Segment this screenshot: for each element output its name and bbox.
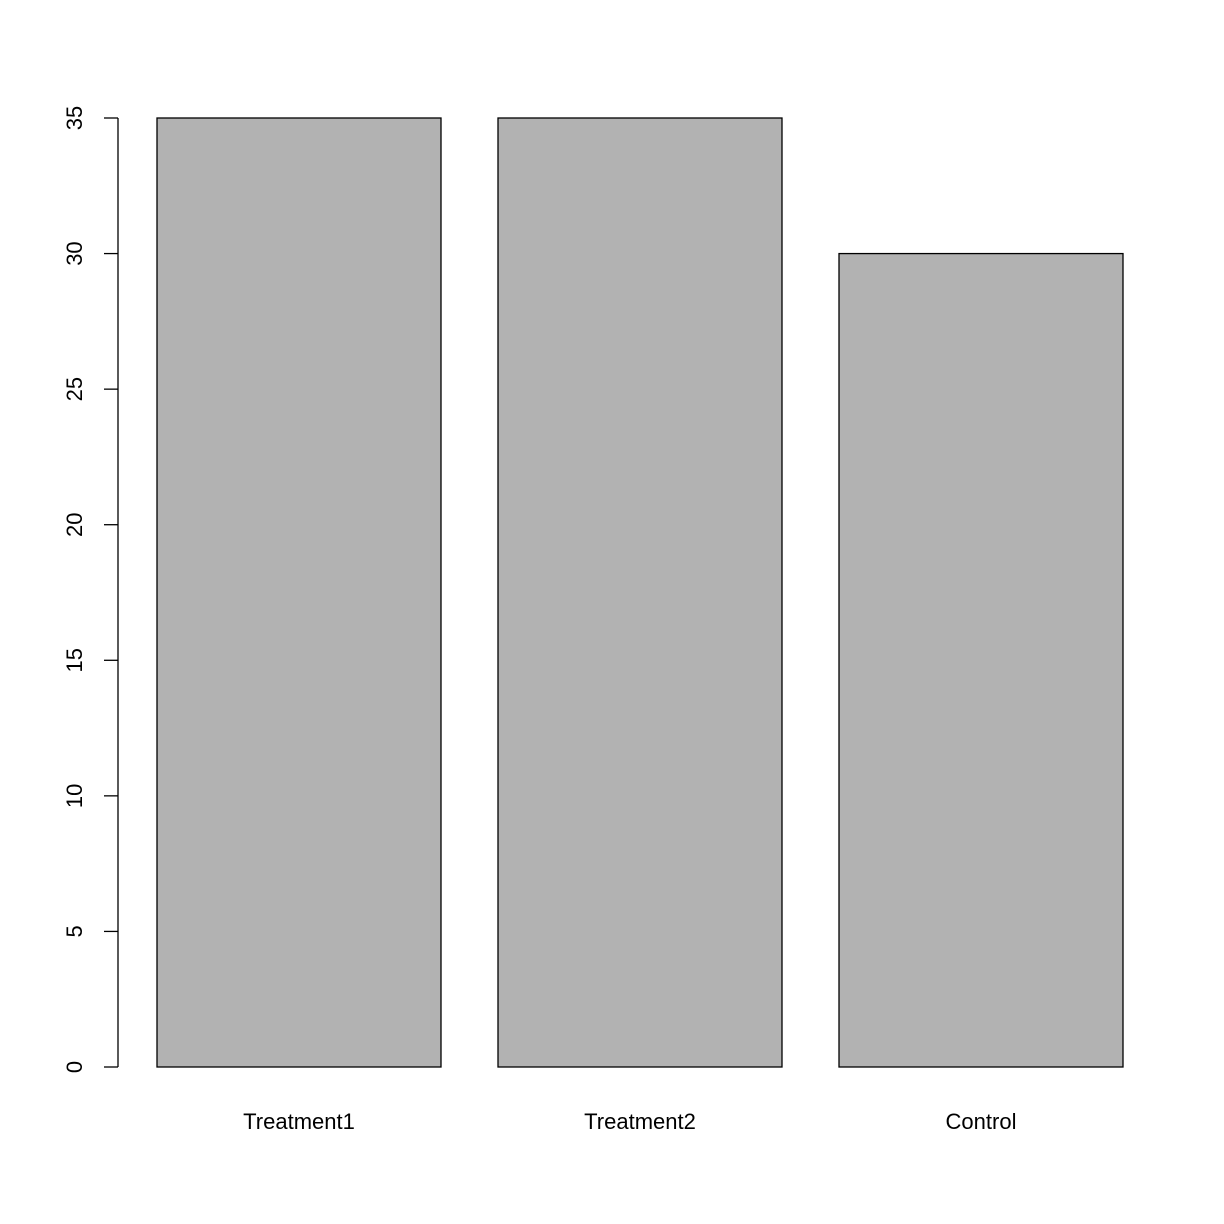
y-tick-label: 30: [62, 241, 87, 265]
x-category-label: Treatment1: [243, 1109, 355, 1134]
x-category-label: Treatment2: [584, 1109, 696, 1134]
y-tick-label: 25: [62, 377, 87, 401]
y-tick-label: 10: [62, 784, 87, 808]
x-category-label: Control: [946, 1109, 1017, 1134]
y-tick-label: 0: [62, 1061, 87, 1073]
y-tick-label: 15: [62, 648, 87, 672]
x-axis-labels: Treatment1 Treatment2 Control: [243, 1109, 1016, 1134]
y-tick-label: 35: [62, 106, 87, 130]
bar-treatment2: [497, 117, 783, 1068]
y-axis: 0 5 10 15 20 25 30 35: [62, 106, 119, 1073]
bar-control: [838, 252, 1124, 1068]
y-tick-label: 20: [62, 512, 87, 536]
bars: [156, 117, 1124, 1068]
bar-treatment1: [156, 117, 442, 1068]
y-tick-label: 5: [62, 925, 87, 937]
